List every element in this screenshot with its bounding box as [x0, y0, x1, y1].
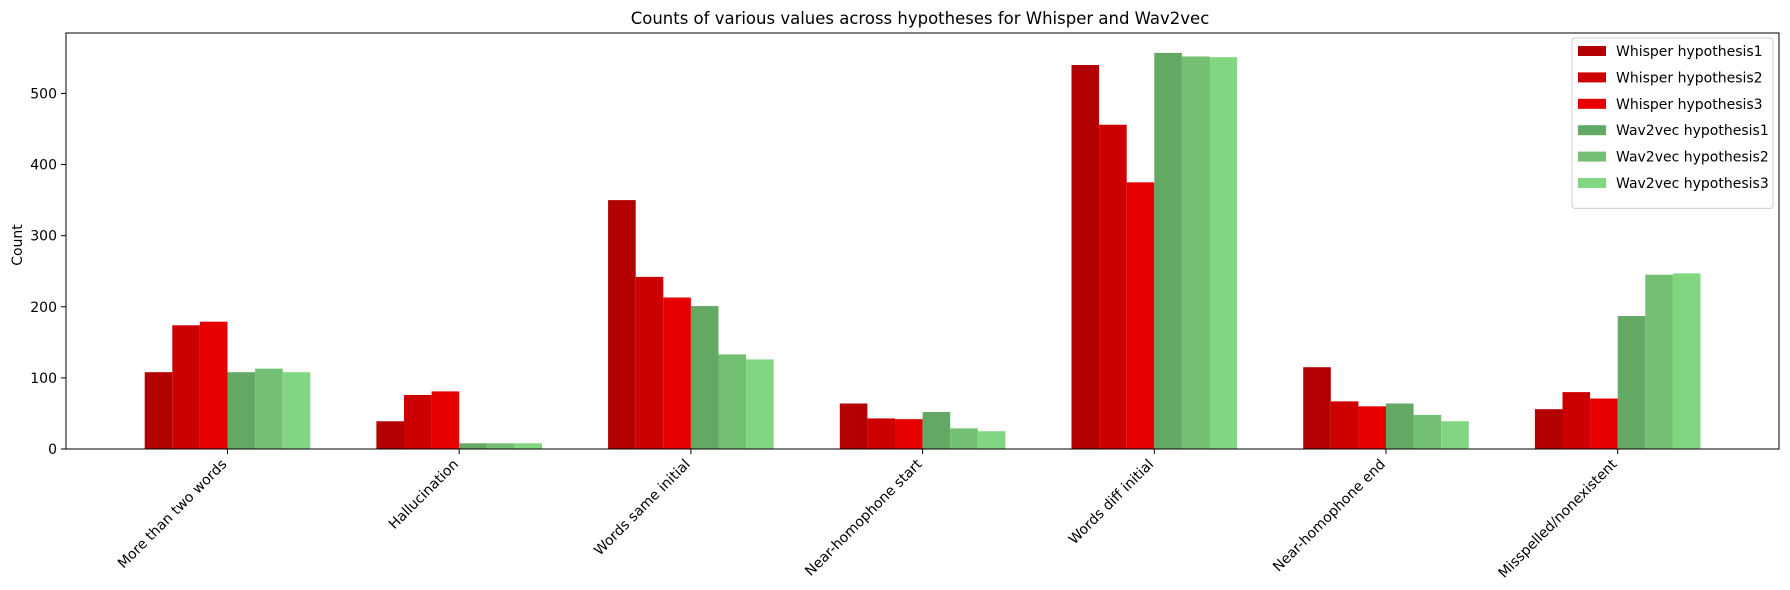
- legend-swatch: [1578, 46, 1606, 56]
- legend: Whisper hypothesis1 Whisper hypothesis2 Wh…: [1571, 37, 1774, 209]
- bar: [1358, 406, 1386, 449]
- bar: [635, 276, 664, 449]
- bar: [282, 372, 311, 449]
- bar: [1413, 414, 1442, 449]
- bar: [1672, 273, 1701, 449]
- bar: [227, 372, 256, 449]
- bar: [172, 325, 200, 449]
- bar: [1154, 52, 1182, 449]
- y-tick-label: 400: [30, 158, 57, 174]
- legend-label: Wav2vec hypothesis3: [1616, 176, 1769, 192]
- bar: [663, 297, 691, 449]
- bar: [486, 443, 515, 449]
- bar: [977, 431, 1006, 449]
- bar: [404, 394, 432, 449]
- x-tick-label: Near-homophone end: [1270, 457, 1389, 576]
- bar: [1209, 57, 1238, 450]
- x-tick-label: More than two words: [115, 457, 230, 572]
- y-tick-label: 200: [30, 300, 57, 316]
- bar: [718, 354, 747, 449]
- bar: [459, 443, 487, 449]
- bar: [839, 403, 868, 449]
- bar: [950, 428, 978, 449]
- legend-label: Wav2vec hypothesis2: [1616, 150, 1769, 166]
- bar: [1099, 124, 1127, 449]
- bar: [1645, 274, 1673, 449]
- y-axis-label: Count: [10, 224, 26, 266]
- x-tick-label: Words same initial: [591, 457, 693, 559]
- bar: [144, 372, 173, 449]
- bar: [431, 391, 460, 449]
- bar: [690, 306, 719, 449]
- bar: [1126, 182, 1155, 449]
- legend-label: Whisper hypothesis1: [1616, 44, 1763, 60]
- x-axis-ticks: More than two words Hallucination Words sa…: [115, 449, 1621, 581]
- x-tick-label: Misspelled/nonexistent: [1496, 456, 1621, 581]
- bar: [922, 412, 951, 449]
- chart-title: Counts of various values across hypothes…: [631, 9, 1210, 28]
- bar: [1330, 401, 1359, 449]
- legend-swatch: [1578, 151, 1606, 162]
- legend-box: [1571, 37, 1774, 209]
- bar: [746, 359, 774, 449]
- bar: [895, 419, 923, 449]
- x-tick-label: Words diff initial: [1066, 457, 1157, 548]
- bar: [608, 200, 636, 449]
- bar: [255, 368, 283, 449]
- bar: [1303, 367, 1331, 449]
- legend-swatch: [1578, 98, 1606, 109]
- legend-swatch: [1578, 178, 1606, 188]
- bar: [1617, 316, 1646, 449]
- bar: [867, 418, 895, 449]
- x-tick-label: Hallucination: [386, 457, 462, 533]
- bar: [376, 421, 404, 449]
- y-tick-label: 100: [30, 371, 57, 387]
- legend-swatch: [1578, 72, 1606, 83]
- y-tick-label: 500: [30, 86, 57, 102]
- bar: [1562, 392, 1591, 449]
- y-axis-ticks: 0 100 200 300 400 500: [30, 86, 66, 458]
- bar: [1071, 65, 1100, 449]
- legend-label: Whisper hypothesis3: [1616, 97, 1763, 113]
- bar: [1534, 409, 1563, 449]
- legend-label: Whisper hypothesis2: [1616, 70, 1763, 86]
- bar: [1181, 56, 1210, 449]
- bar: [514, 443, 542, 449]
- bar: [1386, 403, 1414, 449]
- bars-group: [144, 52, 1701, 450]
- bar: [1441, 421, 1469, 449]
- legend-swatch: [1578, 125, 1606, 136]
- x-tick-label: Near-homophone start: [802, 456, 925, 579]
- bar: [1590, 398, 1618, 449]
- y-tick-label: 300: [30, 229, 57, 245]
- plot-frame: [65, 32, 1780, 450]
- bar: [199, 321, 228, 449]
- legend-label: Wav2vec hypothesis1: [1616, 123, 1769, 139]
- y-tick-label: 0: [48, 442, 57, 458]
